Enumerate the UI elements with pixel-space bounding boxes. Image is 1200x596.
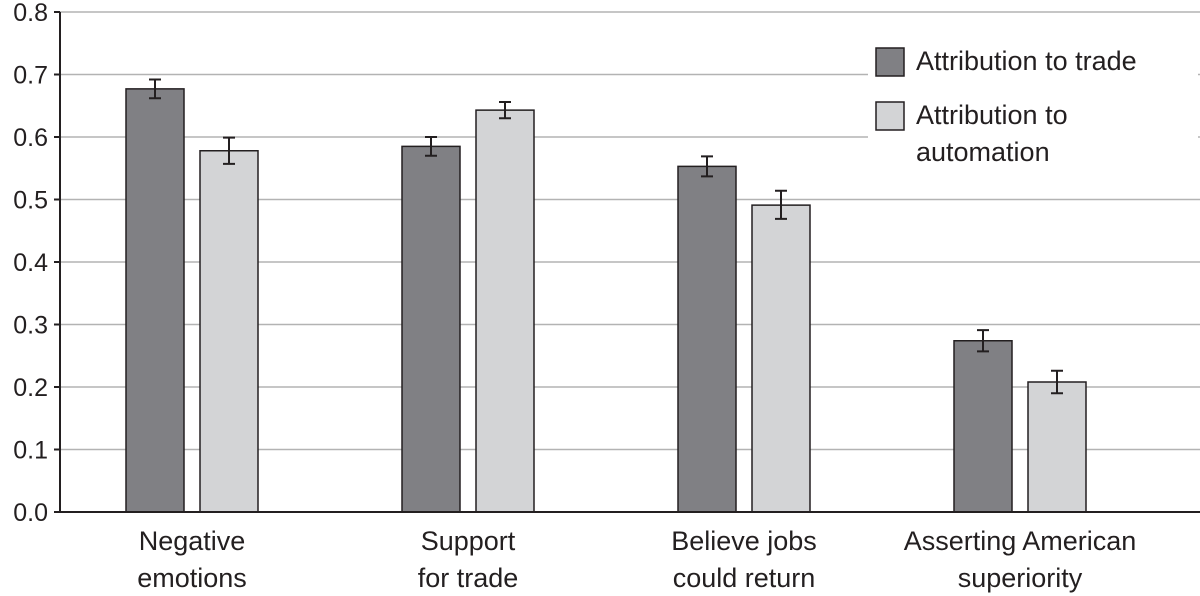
y-tick-label: 0.2 [13,374,48,402]
y-tick-label: 0.7 [13,62,48,90]
legend-label: automation [916,137,1050,167]
y-tick-label: 0.0 [13,499,48,527]
y-tick-label: 0.5 [13,187,48,215]
bar [953,340,1013,513]
category-label: Support [421,526,516,556]
error-bar [701,155,713,178]
category-label: emotions [137,563,247,593]
category-label: Negative [139,526,246,556]
legend: Attribution to trade Attribution to automa… [868,38,1198,178]
error-bar [1051,369,1063,395]
error-bar [223,136,235,165]
bar [401,145,461,513]
y-tick-label: 0.1 [13,437,48,465]
bar [677,165,737,513]
y-tick-label: 0.3 [13,312,48,340]
error-bar [775,189,787,220]
bar [199,150,259,513]
legend-label: Attribution to trade [916,46,1137,76]
error-bar [425,136,437,157]
bar [475,109,535,513]
legend-box [868,38,1198,178]
bar [125,88,185,513]
legend-swatch [875,47,905,77]
y-tick-label: 0.8 [13,0,48,27]
category-label: Believe jobs [671,526,817,556]
bars [125,78,1087,513]
error-bar [977,329,989,353]
bar [751,204,811,513]
category-label: Asserting American [904,526,1137,556]
axes: 0.0 0.1 0.2 0.3 0.4 0.5 0.6 0.7 0.8 Negative emoti… [13,0,1200,593]
category-label: could return [673,563,816,593]
y-tick-label: 0.6 [13,124,48,152]
error-bar [149,78,161,100]
category-label: superiority [958,563,1083,593]
legend-swatch [875,101,905,131]
category-label: for trade [418,563,519,593]
error-bar [499,101,511,120]
y-tick-label: 0.4 [13,249,48,277]
legend-label: Attribution to [916,100,1068,130]
bar [1027,381,1087,513]
